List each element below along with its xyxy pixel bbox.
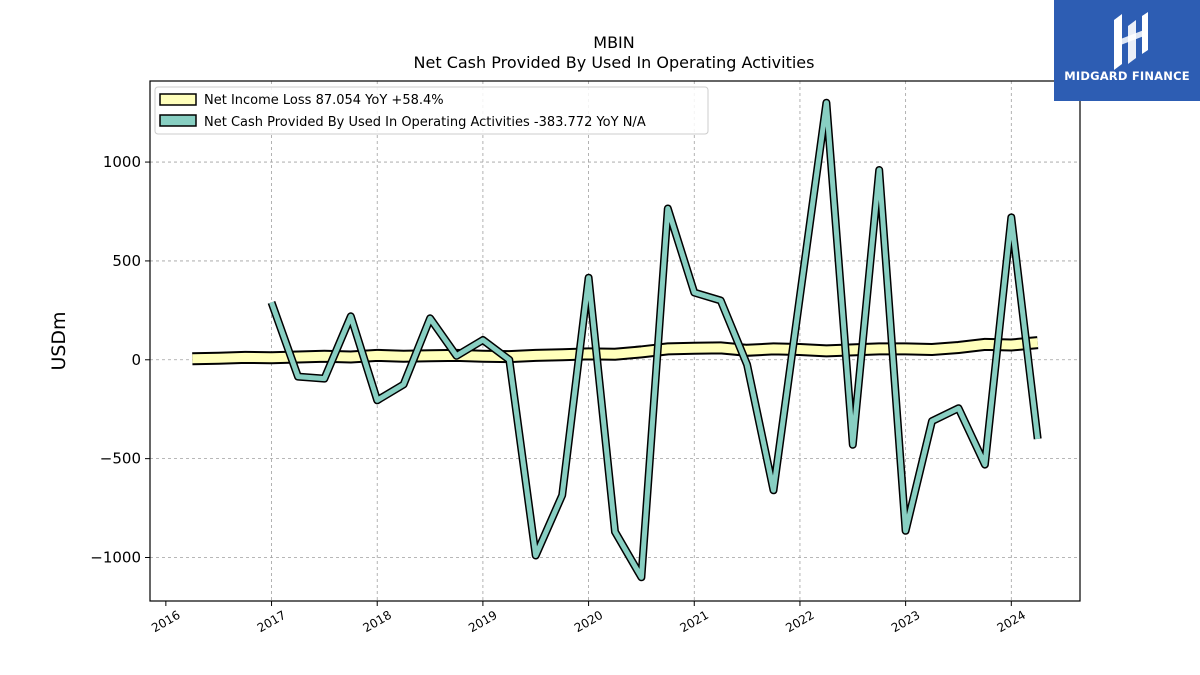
x-tick-label: 2023	[889, 608, 922, 635]
chart-title: MBIN	[593, 33, 634, 52]
legend-label-operating-cash: Net Cash Provided By Used In Operating A…	[204, 115, 646, 130]
series-outline-operating-cash	[267, 98, 1042, 582]
x-tick-label: 2018	[360, 608, 393, 635]
y-tick-label: −1000	[90, 549, 141, 567]
y-tick-label: 500	[112, 252, 141, 270]
legend-frame	[154, 86, 709, 135]
grid	[150, 81, 1080, 601]
chart-subtitle: Net Cash Provided By Used In Operating A…	[414, 53, 815, 72]
brand-name: MIDGARD FINANCE	[1064, 69, 1190, 83]
x-tick-label: 2020	[572, 608, 605, 635]
legend-label-net-income: Net Income Loss 87.054 YoY +58.4%	[204, 93, 444, 108]
axes: 2016 2017 2018 2019 2020 2021 2022 2023 2024 −100…	[90, 153, 1028, 635]
x-tick-label: 2022	[783, 608, 816, 635]
legend-swatch-net-income	[159, 93, 197, 106]
x-tick-label: 2017	[255, 608, 288, 635]
y-axis-label: USDm	[48, 311, 70, 370]
legend: Net Income Loss 87.054 YoY +58.4% Net Ca…	[154, 86, 709, 135]
x-tick-label: 2016	[149, 608, 182, 635]
legend-swatch-operating-cash	[159, 114, 197, 127]
x-tick-label: 2021	[678, 608, 711, 635]
series-layer	[192, 98, 1042, 582]
brand-mark-icon	[1114, 12, 1148, 70]
brand-logo: MIDGARD FINANCE	[1054, 0, 1200, 101]
x-tick-label: 2019	[466, 608, 499, 635]
series-line-operating-cash	[269, 100, 1041, 580]
x-tick-label: 2024	[995, 608, 1028, 635]
y-tick-label: 1000	[103, 153, 141, 171]
plot-frame	[149, 80, 1081, 602]
y-tick-label: 0	[131, 351, 141, 369]
y-tick-label: −500	[100, 450, 141, 468]
